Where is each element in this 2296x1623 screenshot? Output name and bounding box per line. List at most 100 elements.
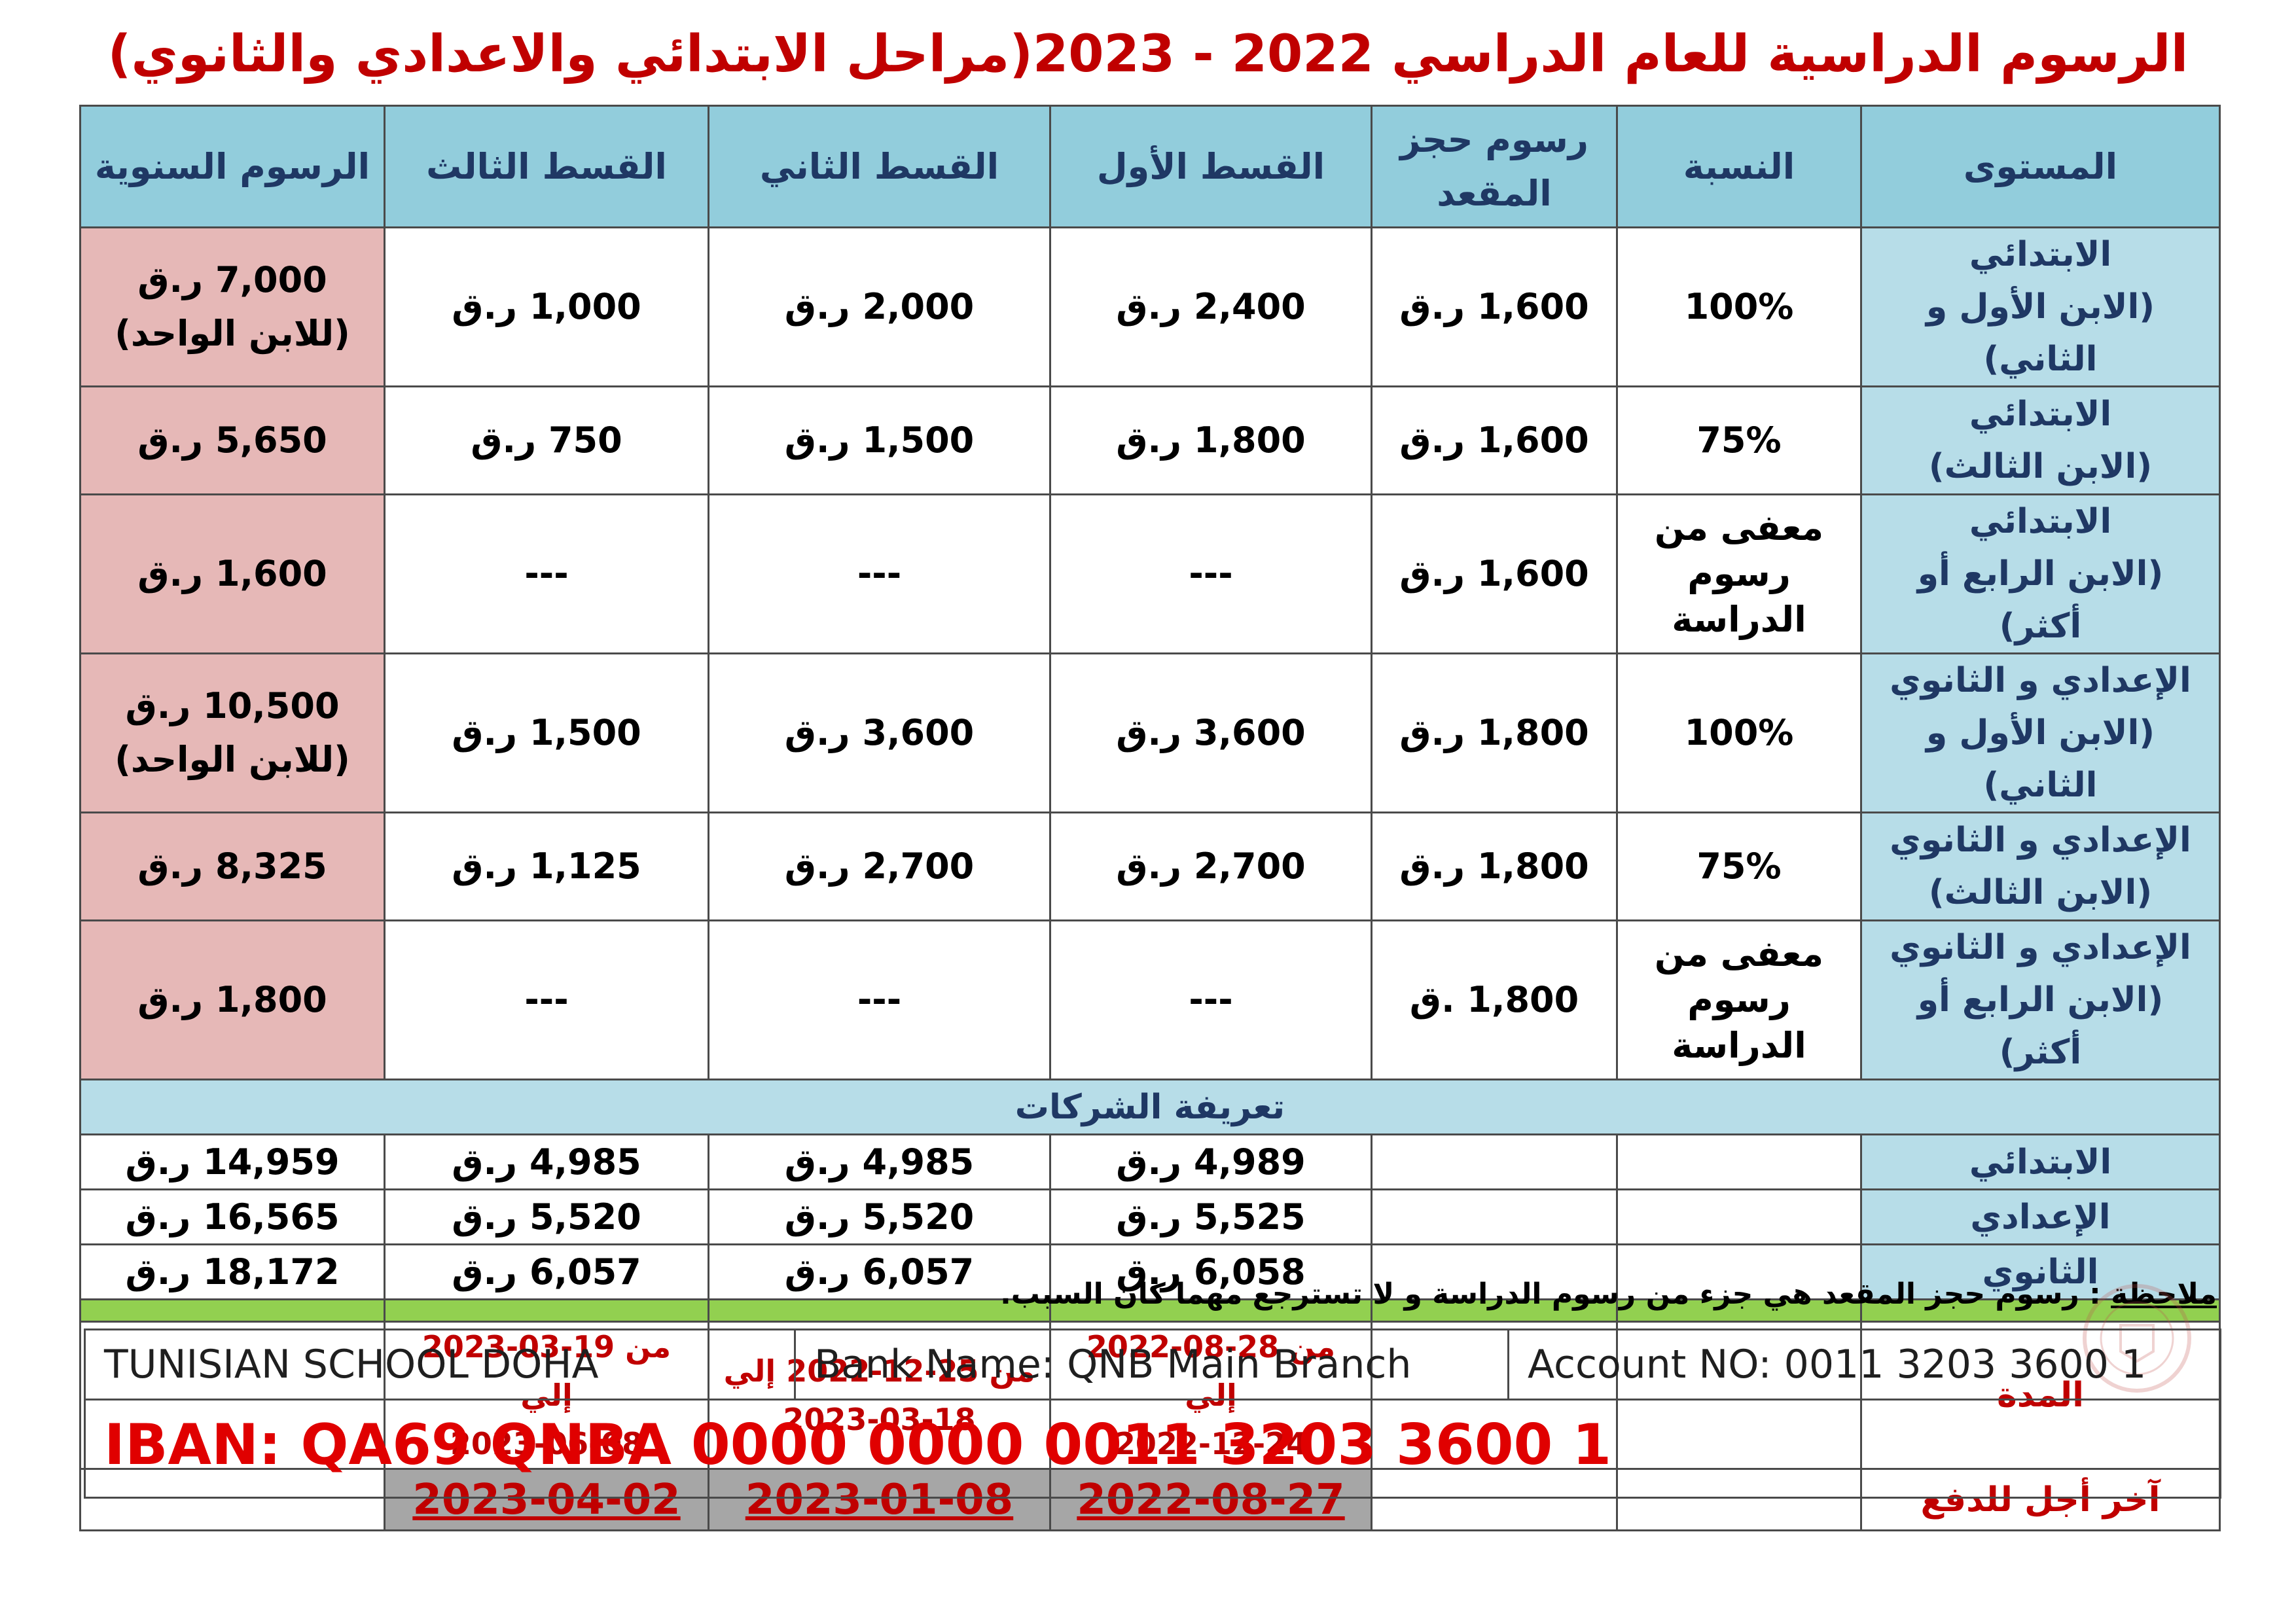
corporate-installment-3-value: 4,985 ر.ق [452, 1141, 641, 1183]
seat-fee-value: 1,600 ر.ق [1399, 553, 1589, 594]
corporate-annual: 14,959 ر.ق [79, 1133, 386, 1190]
installment-3-value: 1,000 ر.ق [452, 286, 641, 327]
corporate-installment-3: 4,985 ر.ق [384, 1133, 709, 1190]
installment-2-cell: 1,500 ر.ق [708, 385, 1051, 495]
installment-3-value: 1,125 ر.ق [452, 846, 641, 887]
separator-cell [1049, 1298, 1372, 1323]
header-level: المستوى [1860, 105, 2221, 228]
installment-3-value: --- [524, 979, 569, 1020]
level-sub: (الابن الثالث) [1928, 873, 2153, 912]
header-installment-1: القسط الأول [1049, 105, 1372, 228]
empty-cell [79, 1468, 386, 1531]
ratio-value: معفى من [1654, 933, 1824, 974]
empty-cell [1371, 1243, 1618, 1300]
deadline-3: 2023-04-02 [384, 1468, 709, 1531]
annual-fee-cell: 1,800 ر.ق [79, 919, 386, 1080]
separator-cell [1616, 1298, 1862, 1323]
deadline-2: 2023-01-08 [708, 1468, 1051, 1531]
empty-cell [1616, 1243, 1862, 1300]
installment-2-value: 3,600 ر.ق [784, 712, 975, 753]
header-installment-3: القسط الثالث [384, 105, 709, 228]
separator-row [79, 1298, 2221, 1323]
period-3-to: 2023-06-08 [450, 1426, 643, 1461]
period-row: المدة من 28-08-2022 إلي 2022-12-24 من 25-… [79, 1321, 2221, 1470]
header-annual-fee: الرسوم السنوية [79, 105, 386, 228]
seat-fee-cell: 1,600 ر.ق [1371, 493, 1618, 654]
level-name: الابتدائي [1969, 502, 2112, 541]
corporate-annual: 16,565 ر.ق [79, 1188, 386, 1245]
annual-fee-cell: 10,500 ر.ق (للابن الواحد) [79, 652, 386, 813]
period-1-from: من 28-08-2022 إلي [1086, 1329, 1336, 1413]
empty-cell [1616, 1468, 1862, 1531]
header-seat-fee: رسوم حجز المقعد [1371, 105, 1618, 228]
period-3: من 19-03-2023 إلي 2023-06-08 [384, 1321, 709, 1470]
period-1-to: 2022-12-24 [1114, 1426, 1308, 1461]
corporate-level: الإعدادي [1860, 1188, 2221, 1245]
empty-cell [1371, 1321, 1618, 1470]
deadline-1: 2022-08-27 [1049, 1468, 1372, 1531]
empty-cell [1371, 1133, 1618, 1190]
level-name: الإعدادي و الثانوي [1890, 661, 2191, 700]
school-seal-icon [2083, 1284, 2191, 1393]
header-row: المستوى النسبة رسوم حجز المقعد القسط الأ… [79, 105, 2221, 228]
installment-3-value: 1,500 ر.ق [452, 712, 641, 753]
period-2-from: من 25-12-2022 إلي [723, 1353, 1035, 1389]
account-number: Account NO: 0011 3203 3600 1 [1528, 1342, 2147, 1387]
annual-fee-cell: 1,600 ر.ق [79, 493, 386, 654]
annual-fee-value: 10,500 ر.ق [125, 685, 340, 726]
level-cell: الإعدادي و الثانوي (الابن الثالث) [1860, 812, 2221, 921]
level-cell: الابتدائي (الابن الثالث) [1860, 385, 2221, 495]
corporate-level: الابتدائي [1860, 1133, 2221, 1190]
corporate-installment-1-value: 4,989 ر.ق [1116, 1141, 1306, 1183]
installment-1-value: 2,400 ر.ق [1116, 286, 1306, 327]
seat-fee-cell: 1,600 ر.ق [1371, 385, 1618, 495]
ratio-cell: 100% [1616, 652, 1862, 813]
installment-3-cell: --- [384, 493, 709, 654]
corporate-installment-1: 6,058 ر.ق [1049, 1243, 1372, 1300]
bank-name: Bank Name: QNB Main Branch [796, 1330, 1509, 1399]
table-row: الابتدائي (الابن الرابع أو أكثر) معفى من ر… [79, 493, 2221, 654]
installment-3-value: 750 ر.ق [471, 419, 622, 461]
table-row: الإعدادي و الثانوي (الابن الرابع أو أكثر)… [79, 919, 2221, 1080]
ratio-sub: رسوم الدراسة [1672, 553, 1806, 640]
seat-fee-value: 1,600 ر.ق [1399, 286, 1589, 327]
level-sub: (الابن الثالث) [1928, 447, 2153, 486]
seat-fee-cell: 1,800 ر.ق [1371, 812, 1618, 921]
seat-fee-value: 1,800 .ق [1409, 979, 1579, 1020]
annual-fee-cell: 8,325 ر.ق [79, 812, 386, 921]
header-ratio: النسبة [1616, 105, 1862, 228]
ratio-cell: معفى من رسوم الدراسة [1616, 493, 1862, 654]
ratio-value: 100% [1684, 712, 1794, 753]
note-text: : رسوم حجز المقعد هي جزء من رسوم الدراسة… [1000, 1277, 2101, 1311]
bank-info-box: TUNISIAN SCHOOL DOHA Bank Name: QNB Main… [84, 1329, 2221, 1499]
ratio-value: معفى من [1654, 507, 1824, 548]
seat-fee-cell: 1,800 ر.ق [1371, 652, 1618, 813]
table-row: الابتدائي 4,989 ر.ق 4,985 ر.ق 4,985 ر.ق … [79, 1133, 2221, 1190]
level-name: الابتدائي [1969, 235, 2112, 274]
installment-2-value: 2,000 ر.ق [784, 286, 975, 327]
installment-2-value: 1,500 ر.ق [784, 419, 975, 461]
annual-fee-cell: 5,650 ر.ق [79, 385, 386, 495]
ratio-cell: 75% [1616, 385, 1862, 495]
annual-fee-cell: 7,000 ر.ق (للابن الواحد) [79, 226, 386, 387]
seat-fee-value: 1,800 ر.ق [1399, 846, 1589, 887]
table-row: الابتدائي (الابن الثالث) 75% 1,600 ر.ق 1,… [79, 385, 2221, 495]
corporate-installment-1-value: 5,525 ر.ق [1116, 1196, 1306, 1238]
seat-fee-value: 1,600 ر.ق [1399, 419, 1589, 461]
corporate-annual: 18,172 ر.ق [79, 1243, 386, 1300]
empty-cell [79, 1321, 386, 1470]
note-label: ملاحظة [2111, 1277, 2217, 1311]
level-cell: الإعدادي و الثانوي (الابن الرابع أو أكثر) [1860, 919, 2221, 1080]
installment-1-value: --- [1189, 979, 1233, 1020]
table-row: الابتدائي (الابن الأول و الثاني) 100% 1,6… [79, 226, 2221, 387]
installment-1-value: 2,700 ر.ق [1116, 846, 1306, 887]
empty-cell [1371, 1188, 1618, 1245]
page-title: الرسوم الدراسية للعام الدراسي 2022 - 202… [107, 25, 2189, 84]
corporate-installment-3-value: 5,520 ر.ق [452, 1196, 641, 1238]
installment-2-value: --- [857, 553, 902, 594]
ratio-cell: 100% [1616, 226, 1862, 387]
corporate-installment-2: 4,985 ر.ق [708, 1133, 1051, 1190]
empty-cell [1371, 1468, 1618, 1531]
level-cell: الإعدادي و الثانوي (الابن الأول و الثاني) [1860, 652, 2221, 813]
ratio-value: 75% [1696, 419, 1782, 461]
